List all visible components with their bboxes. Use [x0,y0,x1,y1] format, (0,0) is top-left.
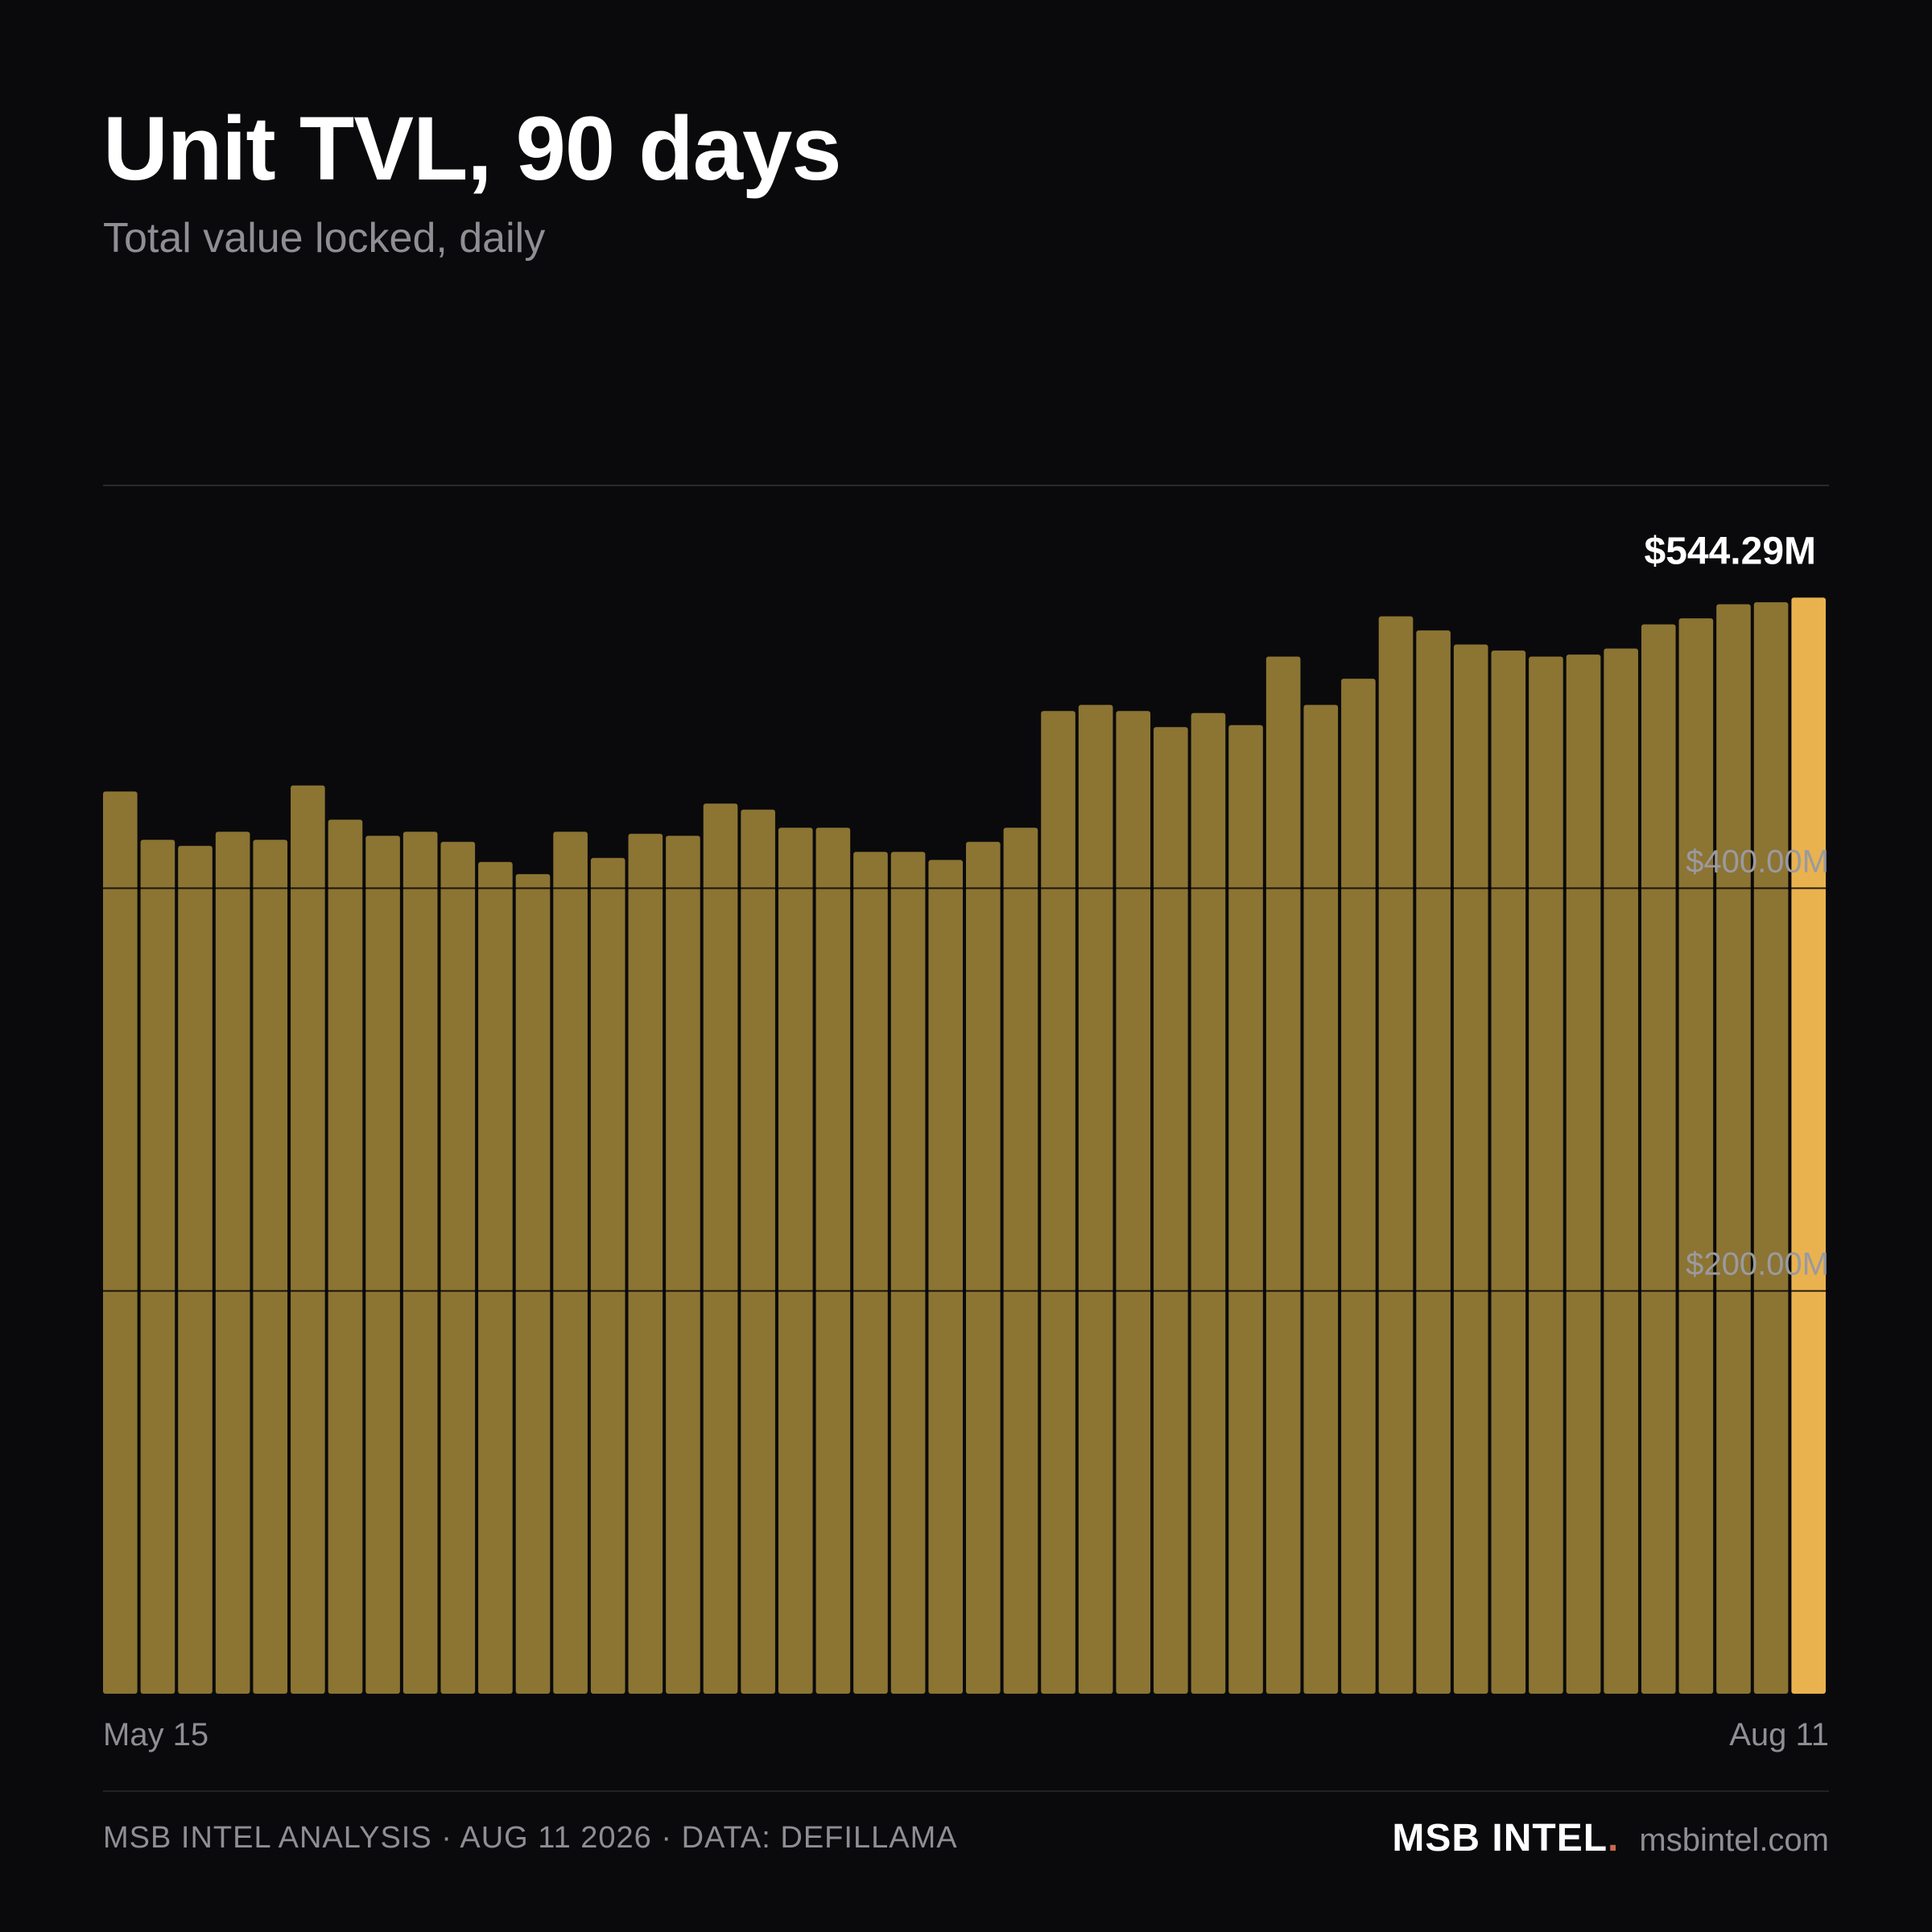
y-tick-label: $400.00M [1686,844,1829,879]
bar [590,857,625,1694]
bar [140,840,175,1694]
brand-mark: MSB INTEL . msbintel.com [1392,1816,1829,1860]
bar [215,832,250,1694]
bar [1003,828,1038,1694]
bar [1228,724,1263,1695]
bar [1341,679,1376,1695]
bar [778,828,813,1694]
chart-subtitle: Total value locked, daily [103,215,546,262]
chart-title: Unit TVL, 90 days [103,98,842,199]
bar [1604,648,1638,1694]
bar [1491,650,1526,1694]
x-end-label: Aug 11 [1729,1717,1829,1752]
bar [1303,704,1339,1695]
bar [1191,712,1226,1695]
bar [928,860,963,1694]
bar [666,836,700,1694]
bar [1716,604,1751,1694]
bar [328,819,363,1694]
bar [291,785,325,1694]
bar-latest [1791,597,1826,1694]
y-tick-label: $200.00M [1686,1247,1829,1282]
x-start-label: May 15 [103,1717,208,1752]
latest-value-label: $544.29M [1645,530,1817,572]
bar [1116,711,1151,1695]
bar [1678,618,1714,1694]
bar [402,832,438,1694]
brand-dot: . [1608,1817,1619,1860]
bar [853,852,888,1694]
bar [478,861,513,1694]
footer-divider [103,1790,1829,1792]
bar [553,832,588,1694]
bar [253,840,288,1694]
bar [440,841,476,1694]
bar [365,836,400,1694]
bar [1041,711,1075,1695]
bar [1753,602,1789,1694]
bar [815,828,851,1694]
bar [703,803,738,1694]
bar [1378,616,1414,1694]
bar [1078,704,1113,1695]
bar [966,841,1001,1694]
bar [515,873,551,1694]
bar [1265,656,1301,1694]
bar [178,845,213,1694]
bar [1416,630,1451,1694]
brand-url-link[interactable]: msbintel.com [1639,1823,1829,1858]
bar [628,833,663,1694]
bar [1154,727,1188,1695]
brand-name: MSB INTEL [1392,1817,1608,1860]
bar [1641,624,1676,1694]
bar [103,791,138,1694]
bar [890,852,926,1694]
bar [1566,654,1601,1694]
bar [1453,644,1488,1694]
bar [741,809,775,1694]
bar [1529,656,1563,1694]
footer-source-note: MSB INTEL ANALYSIS · AUG 11 2026 · DATA:… [103,1821,958,1855]
